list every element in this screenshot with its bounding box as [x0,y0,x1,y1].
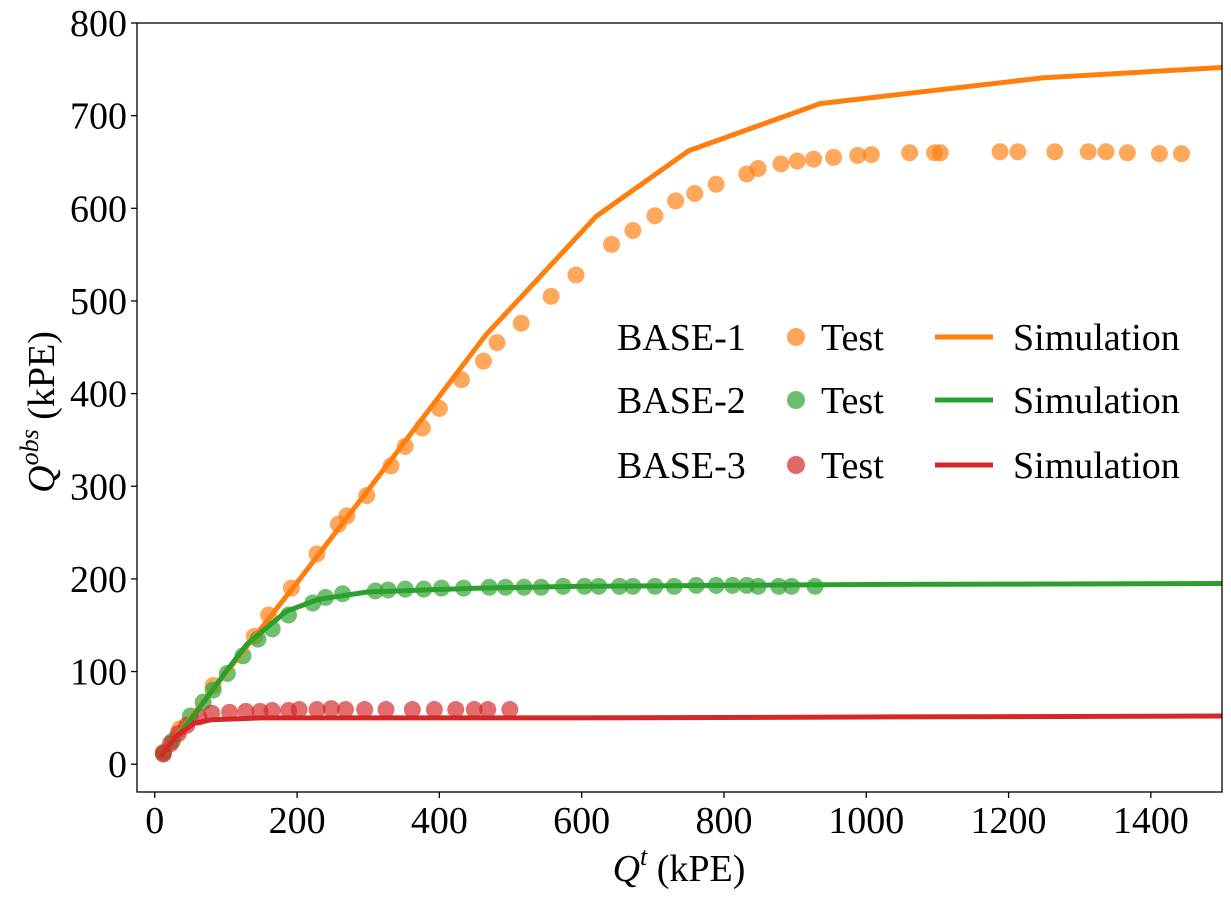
test-point [474,352,492,370]
legend: BASE-1 Test Simulation BASE-2 Test Simul… [617,317,1180,487]
test-point [901,144,919,162]
test-point [322,700,340,718]
test-point [567,266,585,284]
y-tick-label: 200 [70,559,127,601]
legend-row-base-2: BASE-2 Test Simulation [617,380,1180,422]
test-point [290,701,308,719]
test-point [425,701,443,719]
test-point [1046,143,1064,161]
test-point [237,702,255,720]
test-point [772,155,790,173]
y-tick-label: 700 [70,96,127,138]
test-point [377,701,395,719]
x-tick-label: 0 [145,800,164,842]
legend-series-name: BASE-3 [617,445,746,487]
test-point [1150,145,1168,163]
test-point [403,701,421,719]
legend-simulation-label: Simulation [1013,380,1180,422]
test-point [624,222,642,240]
test-point [707,175,725,193]
y-tick-label: 500 [70,281,127,323]
x-tick-label: 800 [695,800,752,842]
legend-row-base-3: BASE-3 Test Simulation [617,445,1180,487]
y-axis-ticks: 0 100 200 300 400 500 600 700 800 [70,3,137,786]
test-point [849,146,867,164]
test-point [862,146,880,164]
test-point [1009,143,1027,161]
x-tick-label: 1400 [1113,800,1189,842]
simulation-line-base-2 [158,581,1222,759]
test-point [825,148,843,166]
y-tick-label: 100 [70,652,127,694]
x-tick-label: 200 [269,800,326,842]
test-point [356,701,374,719]
test-point [1097,143,1115,161]
x-tick-label: 1200 [971,800,1047,842]
test-point [603,235,621,253]
test-point [686,184,704,202]
test-point [263,701,281,719]
y-tick-label: 800 [70,3,127,45]
legend-test-label: Test [821,445,884,487]
legend-simulation-label: Simulation [1013,317,1180,359]
legend-test-marker [787,456,805,474]
x-tick-label: 600 [553,800,610,842]
y-tick-label: 600 [70,188,127,230]
y-tick-label: 400 [70,374,127,416]
series-layer [154,65,1222,763]
x-axis-ticks: 0 200 400 600 800 1000 1200 1400 [145,792,1189,842]
y-axis-title-symbol: Q [21,465,63,492]
x-axis-title-superscript: t [640,842,648,871]
simulation-line-base-3 [158,713,1222,759]
y-tick-label: 300 [70,466,127,508]
test-point [931,144,949,162]
test-point [991,143,1009,161]
legend-series-name: BASE-1 [617,317,746,359]
test-point [1118,144,1136,162]
test-point [788,152,806,170]
test-point [1079,143,1097,161]
y-axis-title-unit: (kPE) [21,331,63,429]
test-point [465,701,483,719]
legend-test-marker [787,391,805,409]
test-point [488,334,506,352]
y-tick-label: 0 [108,744,127,786]
test-point [336,701,354,719]
y-axis-title-superscript: obs [15,429,44,465]
test-point [479,701,497,719]
x-tick-label: 400 [411,800,468,842]
test-point [308,701,326,719]
legend-simulation-label: Simulation [1013,445,1180,487]
legend-row-base-1: BASE-1 Test Simulation [617,317,1180,359]
x-axis-title-unit: (kPE) [647,848,745,890]
test-point [646,207,664,225]
test-point [805,150,823,168]
x-axis-title: Qt (kPE) [613,842,746,890]
legend-series-name: BASE-2 [617,380,746,422]
test-point [447,701,465,719]
legend-test-label: Test [821,317,884,359]
x-tick-label: 1000 [828,800,904,842]
legend-test-label: Test [821,380,884,422]
test-point [512,314,530,332]
legend-test-marker [787,328,805,346]
test-point [667,192,685,210]
x-axis-title-symbol: Q [613,848,640,890]
test-point [1172,145,1190,163]
test-point [501,701,519,719]
axes-frame [136,22,1223,793]
y-axis-title: Qobs (kPE) [15,331,63,493]
test-point [749,159,767,177]
test-point [542,287,560,305]
